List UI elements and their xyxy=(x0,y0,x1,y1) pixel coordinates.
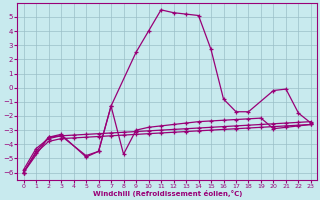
X-axis label: Windchill (Refroidissement éolien,°C): Windchill (Refroidissement éolien,°C) xyxy=(92,190,242,197)
